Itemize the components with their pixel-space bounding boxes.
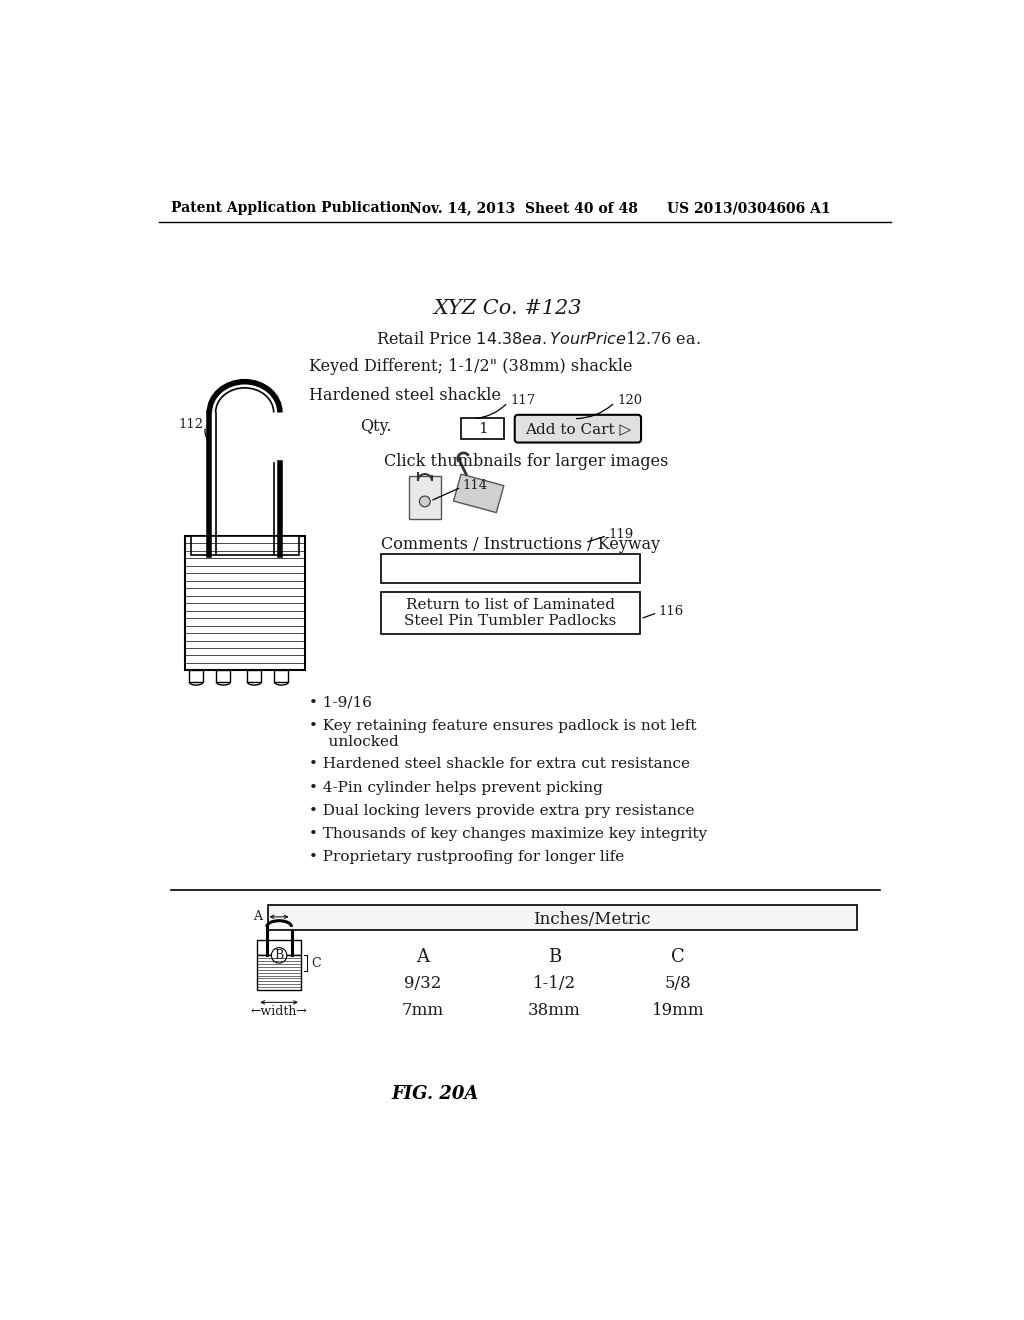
Circle shape (420, 496, 430, 507)
Text: Inches/Metric: Inches/Metric (532, 911, 650, 928)
Text: • Key retaining feature ensures padlock is not left
    unlocked: • Key retaining feature ensures padlock … (308, 719, 696, 750)
Text: Qty.: Qty. (360, 418, 392, 434)
Text: Patent Application Publication: Patent Application Publication (171, 202, 411, 215)
Text: Retail Price $14.38 ea.      Your Price $12.76 ea.: Retail Price $14.38 ea. Your Price $12.7… (376, 331, 700, 348)
Text: Click thumbnails for larger images: Click thumbnails for larger images (384, 453, 668, 470)
FancyBboxPatch shape (274, 671, 289, 682)
FancyBboxPatch shape (381, 554, 640, 583)
Text: Hardened steel shackle: Hardened steel shackle (308, 387, 501, 404)
Text: • Thousands of key changes maximize key integrity: • Thousands of key changes maximize key … (308, 826, 707, 841)
Text: 114: 114 (463, 479, 487, 492)
Text: Nov. 14, 2013  Sheet 40 of 48: Nov. 14, 2013 Sheet 40 of 48 (409, 202, 637, 215)
Text: 1: 1 (477, 421, 487, 436)
Polygon shape (454, 474, 504, 512)
Text: • Dual locking levers provide extra pry resistance: • Dual locking levers provide extra pry … (308, 804, 694, 817)
Text: C: C (672, 948, 685, 966)
FancyBboxPatch shape (190, 536, 299, 554)
Text: • Proprietary rustproofing for longer life: • Proprietary rustproofing for longer li… (308, 850, 624, 863)
Text: 112: 112 (178, 417, 204, 430)
FancyBboxPatch shape (257, 940, 301, 956)
Text: ←width→: ←width→ (251, 1005, 307, 1018)
Text: Keyed Different; 1-1/2" (38mm) shackle: Keyed Different; 1-1/2" (38mm) shackle (308, 358, 632, 375)
Circle shape (271, 948, 287, 964)
Text: 7mm: 7mm (401, 1002, 443, 1019)
Text: C: C (311, 957, 321, 970)
FancyBboxPatch shape (409, 477, 441, 519)
Text: 120: 120 (617, 395, 642, 408)
Text: • Hardened steel shackle for extra cut resistance: • Hardened steel shackle for extra cut r… (308, 758, 689, 771)
Text: 9/32: 9/32 (403, 975, 441, 993)
FancyBboxPatch shape (189, 671, 203, 682)
Text: • 4-Pin cylinder helps prevent picking: • 4-Pin cylinder helps prevent picking (308, 780, 602, 795)
Text: 119: 119 (608, 528, 634, 541)
Text: 117: 117 (510, 395, 536, 408)
Text: 1-1/2: 1-1/2 (532, 975, 575, 993)
Text: XYZ Co. #123: XYZ Co. #123 (433, 300, 582, 318)
Text: Comments / Instructions / Keyway: Comments / Instructions / Keyway (381, 536, 659, 553)
FancyBboxPatch shape (257, 956, 301, 990)
FancyBboxPatch shape (381, 591, 640, 635)
Text: 19mm: 19mm (652, 1002, 705, 1019)
FancyBboxPatch shape (248, 671, 261, 682)
Text: 5/8: 5/8 (665, 975, 691, 993)
Text: B: B (548, 948, 561, 966)
Text: 116: 116 (658, 605, 684, 618)
FancyBboxPatch shape (216, 671, 230, 682)
Text: Return to list of Laminated
Steel Pin Tumbler Padlocks: Return to list of Laminated Steel Pin Tu… (404, 598, 616, 628)
Text: 38mm: 38mm (528, 1002, 581, 1019)
Text: • 1-9/16: • 1-9/16 (308, 696, 372, 710)
Text: A: A (416, 948, 429, 966)
FancyBboxPatch shape (267, 906, 856, 929)
Text: Add to Cart ▷: Add to Cart ▷ (524, 421, 631, 436)
FancyBboxPatch shape (515, 414, 641, 442)
Text: US 2013/0304606 A1: US 2013/0304606 A1 (668, 202, 831, 215)
FancyBboxPatch shape (184, 536, 305, 671)
Text: B: B (274, 949, 284, 962)
FancyBboxPatch shape (461, 418, 504, 440)
Text: A: A (253, 911, 262, 924)
Text: FIG. 20A: FIG. 20A (391, 1085, 479, 1104)
